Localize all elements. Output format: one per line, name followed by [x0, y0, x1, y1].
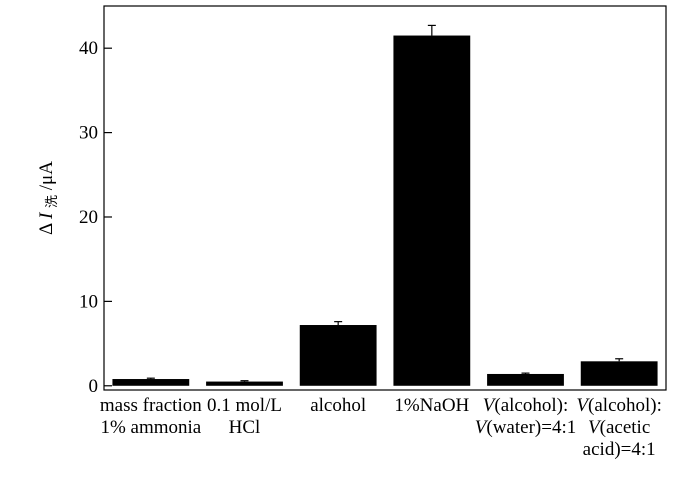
x-category-label-line: V(water)=4:1 [475, 417, 576, 438]
y-axis-label-subscript: 洗 [44, 195, 59, 208]
x-category-label-line: acid)=4:1 [583, 439, 656, 460]
x-category-label: alcohol [310, 395, 366, 416]
bar [580, 361, 658, 386]
x-category-label: V(alcohol): V(water)=4:1 [475, 395, 576, 438]
y-tick-label: 40 [79, 38, 98, 59]
bar [487, 373, 564, 386]
y-tick-label: 0 [89, 376, 99, 397]
bar [112, 379, 190, 386]
bar [299, 325, 377, 386]
x-category-label-line: V(acetic [588, 417, 650, 438]
y-tick-label: 30 [79, 123, 98, 144]
x-category-label: mass fraction 1% ammonia [100, 395, 202, 438]
y-tick-label: 20 [79, 207, 98, 228]
bars [112, 35, 658, 386]
x-category-label: V(alcohol): V(acetic acid)=4:1 [576, 395, 661, 460]
x-category-label-line: 0.1 mol/L [207, 395, 282, 416]
x-category-label-line: V(alcohol): [483, 395, 568, 416]
error-bars [146, 24, 624, 382]
x-category-label-line: 1%NaOH [394, 395, 469, 416]
x-category-label-line: V(alcohol): [576, 395, 661, 416]
x-category-label-line: mass fraction [100, 395, 202, 416]
x-category-label-line: alcohol [310, 395, 366, 416]
y-axis-label-symbol: I [36, 211, 57, 220]
y-axis-label: Δ I 洗 /μA [36, 161, 59, 235]
y-axis: 0 10 20 30 40 [79, 38, 112, 397]
y-axis-label-unit: /μA [36, 161, 57, 190]
y-tick-label: 10 [79, 291, 98, 312]
x-category-label-line: HCl [229, 417, 261, 438]
bar [393, 35, 471, 386]
x-category-label: 1%NaOH [394, 395, 469, 416]
bar [206, 381, 283, 386]
plot-frame [103, 5, 667, 391]
x-category-label: 0.1 mol/L HCl [207, 395, 282, 438]
y-axis-label-prefix: Δ [36, 223, 57, 235]
x-category-label-line: 1% ammonia [100, 417, 201, 438]
